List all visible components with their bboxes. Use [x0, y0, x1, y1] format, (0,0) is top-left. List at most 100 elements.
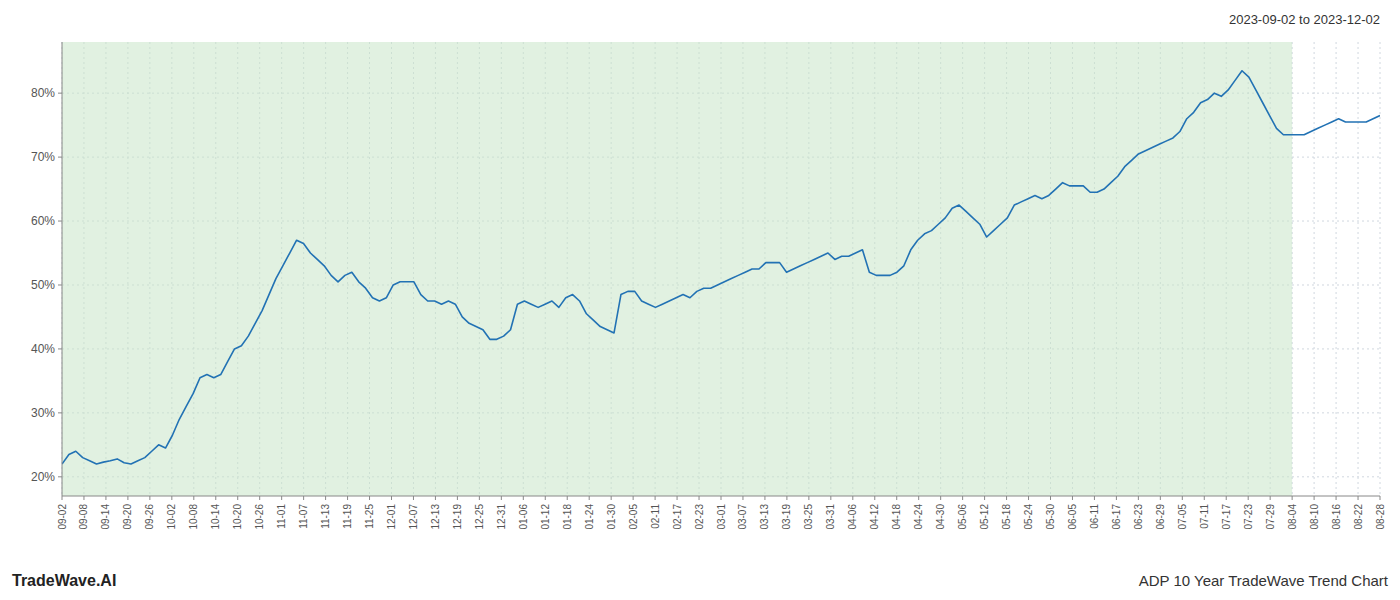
- x-tick: [589, 496, 590, 500]
- x-tick: [1050, 496, 1051, 500]
- x-axis-line: [62, 496, 1380, 497]
- y-tick-label: 60%: [31, 214, 55, 228]
- x-tick-label: 04-24: [913, 504, 924, 530]
- x-tick: [413, 496, 414, 500]
- x-tick: [303, 496, 304, 500]
- x-tick-label: 04-12: [869, 504, 880, 530]
- x-tick: [1336, 496, 1337, 500]
- x-tick: [237, 496, 238, 500]
- x-tick-label: 05-18: [1001, 504, 1012, 530]
- x-tick: [677, 496, 678, 500]
- x-tick-label: 05-24: [1023, 504, 1034, 530]
- grid-line-x: [1314, 42, 1315, 496]
- x-tick: [1160, 496, 1161, 500]
- grid-line-x: [1336, 42, 1337, 496]
- x-tick-label: 01-24: [584, 504, 595, 530]
- x-tick-label: 12-19: [452, 504, 463, 530]
- x-tick-label: 01-12: [540, 504, 551, 530]
- y-tick-label: 80%: [31, 86, 55, 100]
- x-tick-label: 07-05: [1177, 504, 1188, 530]
- x-tick: [962, 496, 963, 500]
- plot-area: [62, 42, 1380, 496]
- y-tick: [58, 476, 62, 477]
- x-tick: [918, 496, 919, 500]
- x-tick-label: 04-06: [847, 504, 858, 530]
- x-tick-label: 02-23: [694, 504, 705, 530]
- x-tick: [215, 496, 216, 500]
- annotation: TradeWave.AI: [12, 572, 116, 589]
- x-tick-label: 10-20: [232, 504, 243, 530]
- x-tick-label: 07-17: [1221, 504, 1232, 530]
- x-tick-label: 01-30: [606, 504, 617, 530]
- x-tick: [501, 496, 502, 500]
- y-tick: [58, 157, 62, 158]
- grid: [62, 42, 1380, 496]
- x-tick: [105, 496, 106, 500]
- x-tick: [852, 496, 853, 500]
- x-tick-label: 07-29: [1265, 504, 1276, 530]
- x-tick: [984, 496, 985, 500]
- x-tick: [1006, 496, 1007, 500]
- x-tick: [1204, 496, 1205, 500]
- x-tick-label: 10-02: [166, 504, 177, 530]
- x-tick-label: 10-14: [210, 504, 221, 530]
- x-tick-label: 08-22: [1353, 504, 1364, 530]
- y-tick-label: 70%: [31, 150, 55, 164]
- x-tick-label: 12-13: [430, 504, 441, 530]
- x-tick: [83, 496, 84, 500]
- x-tick: [369, 496, 370, 500]
- x-tick-label: 05-30: [1045, 504, 1056, 530]
- y-tick-label: 20%: [31, 470, 55, 484]
- x-tick: [611, 496, 612, 500]
- x-tick: [1072, 496, 1073, 500]
- x-tick-label: 08-10: [1309, 504, 1320, 530]
- x-tick: [523, 496, 524, 500]
- subtitle: 2023-09-02 to 2023-12-02: [1229, 12, 1380, 27]
- x-tick-label: 07-11: [1199, 504, 1210, 529]
- chart-container: 20%30%40%50%60%70%80%09-0209-0809-1409-2…: [0, 0, 1400, 600]
- x-tick-label: 03-25: [803, 504, 814, 530]
- y-tick: [58, 221, 62, 222]
- x-tick-label: 06-05: [1067, 504, 1078, 530]
- grid-line-x: [1358, 42, 1359, 496]
- x-tick-label: 03-13: [759, 504, 770, 530]
- x-tick-label: 10-26: [254, 504, 265, 530]
- x-tick: [699, 496, 700, 500]
- x-tick: [896, 496, 897, 500]
- x-tick: [62, 496, 63, 500]
- x-tick: [874, 496, 875, 500]
- x-tick-label: 12-07: [408, 504, 419, 530]
- x-tick: [391, 496, 392, 500]
- x-tick-label: 03-01: [716, 504, 727, 530]
- x-tick-label: 07-23: [1243, 504, 1254, 530]
- x-tick: [127, 496, 128, 500]
- x-tick: [633, 496, 634, 500]
- x-tick-label: 04-30: [935, 504, 946, 530]
- x-tick: [830, 496, 831, 500]
- x-tick-label: 04-18: [891, 504, 902, 530]
- x-tick: [545, 496, 546, 500]
- x-tick: [567, 496, 568, 500]
- y-tick: [58, 93, 62, 94]
- x-tick: [1182, 496, 1183, 500]
- x-tick: [347, 496, 348, 500]
- x-tick-label: 09-26: [144, 504, 155, 530]
- x-tick-label: 08-04: [1287, 504, 1298, 530]
- x-tick: [1248, 496, 1249, 500]
- x-tick-label: 02-05: [628, 504, 639, 530]
- x-tick-label: 02-17: [672, 504, 683, 530]
- x-tick: [742, 496, 743, 500]
- x-tick: [1358, 496, 1359, 500]
- x-tick: [1028, 496, 1029, 500]
- x-tick-label: 12-31: [496, 504, 507, 530]
- x-tick-label: 02-11: [650, 504, 661, 529]
- x-tick-label: 10-08: [188, 504, 199, 530]
- grid-line-x: [1380, 42, 1381, 496]
- x-tick-label: 05-06: [957, 504, 968, 530]
- x-tick-label: 05-12: [979, 504, 990, 530]
- x-tick: [786, 496, 787, 500]
- x-tick-label: 08-16: [1331, 504, 1342, 530]
- x-tick: [764, 496, 765, 500]
- y-axis-line: [62, 42, 63, 496]
- x-tick: [1226, 496, 1227, 500]
